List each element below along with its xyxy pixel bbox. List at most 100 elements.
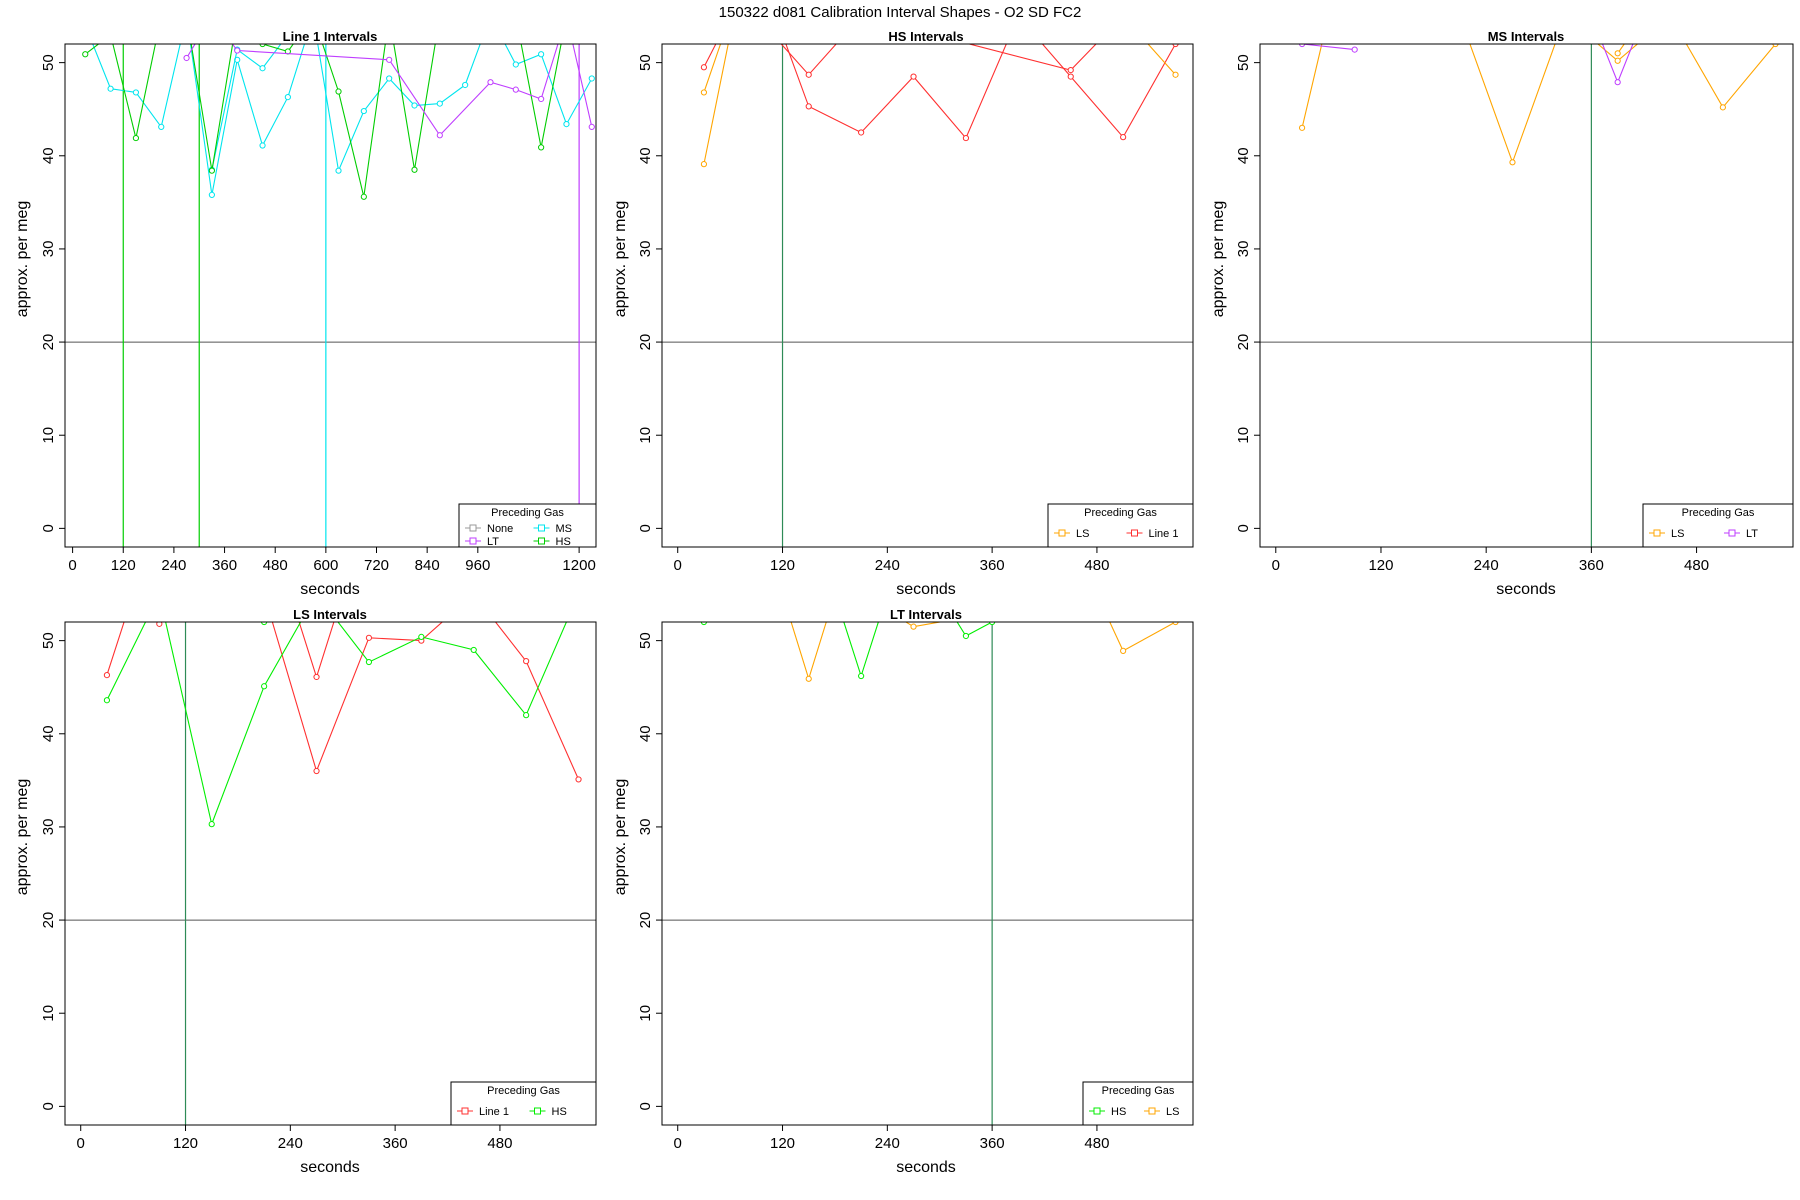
legend-swatch-marker (534, 1107, 541, 1115)
data-point-hs (387, 13, 392, 18)
series-line-lt (1601, 44, 1634, 84)
series-line-ms (211, 44, 282, 170)
series-line-line-1 (703, 44, 1176, 140)
legend-swatch-marker (1653, 529, 1661, 537)
y-tick-label: 20 (637, 912, 654, 929)
x-axis-label: seconds (300, 1159, 360, 1176)
series-line-hs (106, 622, 568, 826)
legend-swatch-marker (469, 524, 477, 532)
plot-frame (64, 43, 597, 548)
data-point-hs (488, 13, 493, 18)
legend-title: Preceding Gas (1682, 507, 1755, 519)
y-tick-label: 10 (40, 427, 57, 444)
legend-swatch-marker (538, 537, 545, 545)
series-line-hs (263, 622, 265, 623)
data-point-line-1 (962, 134, 970, 142)
legend-box (458, 503, 597, 548)
x-tick-label: 120 (1368, 557, 1393, 574)
legend-swatch-marker (1058, 529, 1066, 537)
data-point-hs (235, 591, 240, 596)
y-tick-label: 10 (1235, 427, 1252, 444)
legend-title: Preceding Gas (1102, 1085, 1175, 1097)
x-tick-label: 0 (68, 557, 76, 574)
panel-title: HS Intervals (888, 29, 963, 44)
data-point-lt (1614, 79, 1621, 86)
data-point-ls (1094, 591, 1099, 596)
data-point-hs (184, 13, 189, 18)
data-point-ls (1457, 13, 1462, 18)
x-tick-label: 720 (364, 557, 389, 574)
data-point-ls (1121, 13, 1126, 18)
y-tick-label: 40 (40, 725, 57, 742)
data-point-ms (386, 75, 393, 82)
legend-title: Preceding Gas (491, 507, 564, 519)
data-point-hs (806, 591, 811, 596)
data-point-ms (335, 167, 342, 174)
data-point-ls (728, 32, 733, 37)
data-point-hs (564, 13, 569, 18)
data-point-ls (1352, 13, 1357, 18)
data-point-lt (512, 86, 519, 93)
legend-entry-line-1: Line 1 (1149, 528, 1179, 540)
x-tick-label: 240 (1474, 557, 1499, 574)
data-point-line-1 (288, 591, 293, 596)
data-point-hs (832, 591, 837, 596)
data-point-ms (488, 13, 493, 18)
legend-swatch-marker (1148, 1107, 1156, 1115)
y-axis-label: approx. per meg (1210, 201, 1227, 318)
data-point-hs (365, 658, 373, 666)
y-tick-label: 20 (40, 334, 57, 351)
data-point-ls (1719, 104, 1726, 111)
data-point-hs (288, 591, 293, 596)
data-point-hs (132, 134, 140, 142)
data-point-line-1 (1121, 13, 1126, 18)
series-line-line-1 (106, 622, 580, 780)
x-tick-label: 480 (487, 1135, 512, 1152)
data-point-ls (1562, 13, 1567, 18)
series-line-ls (703, 44, 722, 93)
data-point-line-1 (858, 129, 865, 136)
data-point-ms (158, 123, 165, 131)
data-point-ms (259, 142, 266, 149)
data-point-ls (1614, 50, 1621, 57)
legend: Preceding Gas None MS LT HS (458, 503, 597, 548)
data-point-ms (259, 65, 266, 72)
data-point-line-1 (313, 673, 320, 681)
y-tick-label: 30 (40, 819, 57, 836)
data-point-ls (780, 591, 785, 596)
plot-frame (661, 621, 1194, 1126)
x-tick-label: 0 (674, 1135, 682, 1152)
x-axis-label: seconds (1496, 581, 1556, 598)
series-line-line-1 (780, 44, 1097, 76)
data-point-ms (563, 121, 570, 128)
data-point-ls (859, 591, 864, 596)
data-point-lt (436, 132, 443, 139)
x-tick-label: 480 (1084, 1135, 1109, 1152)
data-point-ls (1120, 647, 1127, 654)
series-group (1298, 13, 1779, 166)
x-tick-label: 120 (770, 557, 795, 574)
data-point-line-1 (780, 32, 785, 37)
data-point-hs (538, 144, 545, 151)
y-tick-label: 40 (1235, 147, 1252, 164)
data-point-ls (1172, 71, 1179, 78)
data-point-lt (386, 56, 393, 63)
legend-entry-ls: LS (1671, 528, 1684, 540)
data-point-hs (437, 13, 442, 18)
x-tick-label: 600 (313, 557, 338, 574)
data-point-ms (538, 51, 545, 58)
x-tick-label: 240 (278, 1135, 303, 1152)
data-point-hs (208, 821, 215, 828)
y-tick-label: 0 (40, 1102, 57, 1110)
legend-box (450, 1081, 597, 1126)
series-group (103, 591, 582, 828)
x-tick-label: 360 (980, 557, 1005, 574)
data-point-lt (234, 47, 241, 54)
data-point-hs (103, 697, 111, 704)
data-point-lt (564, 13, 569, 18)
legend: Preceding Gas Line 1 HS (450, 1081, 597, 1126)
data-point-lt (183, 54, 190, 62)
series-line-ls (1617, 44, 1625, 54)
data-point-hs (335, 88, 342, 95)
